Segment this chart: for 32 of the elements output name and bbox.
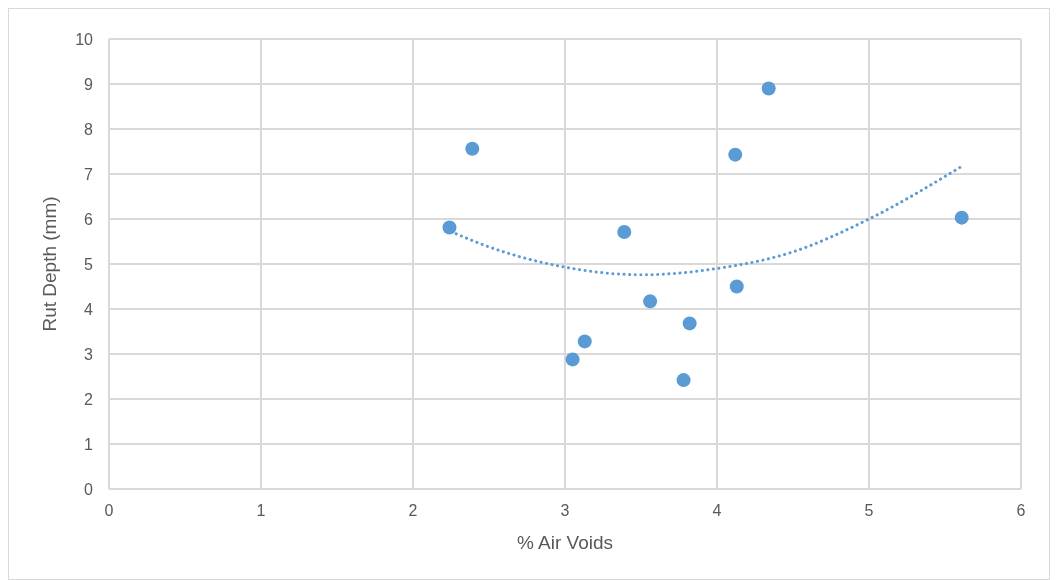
point (442, 220, 457, 235)
y-tick-label: 1 (84, 435, 94, 453)
y-tick-label: 3 (84, 345, 94, 363)
y-tick-label: 10 (75, 30, 94, 48)
x-tick-label: 6 (1016, 502, 1026, 520)
point (577, 334, 592, 349)
point (465, 141, 480, 156)
y-axis-title: Rut Depth (mm) (38, 196, 60, 332)
x-tick-label: 2 (408, 502, 418, 520)
x-tick-label: 1 (256, 502, 266, 520)
y-tick-label: 8 (84, 120, 94, 138)
point (682, 316, 697, 331)
y-tick-label: 9 (84, 75, 94, 93)
x-tick-label: 3 (560, 502, 570, 520)
point (676, 373, 691, 388)
y-tick-label: 5 (84, 255, 94, 273)
x-tick-label: 4 (712, 502, 722, 520)
point (643, 294, 658, 309)
x-tick-label: 5 (864, 502, 874, 520)
x-tick-label: 0 (104, 502, 114, 520)
y-tick-label: 0 (84, 480, 94, 498)
point (761, 81, 776, 96)
x-axis-title: % Air Voids (516, 532, 614, 553)
point (729, 279, 744, 294)
point (565, 352, 580, 367)
y-tick-label: 2 (84, 390, 94, 408)
point (954, 210, 969, 225)
y-tick-label: 6 (84, 210, 94, 228)
point (617, 225, 632, 240)
y-tick-label: 7 (84, 165, 94, 183)
point (728, 147, 743, 162)
y-tick-label: 4 (84, 300, 94, 318)
